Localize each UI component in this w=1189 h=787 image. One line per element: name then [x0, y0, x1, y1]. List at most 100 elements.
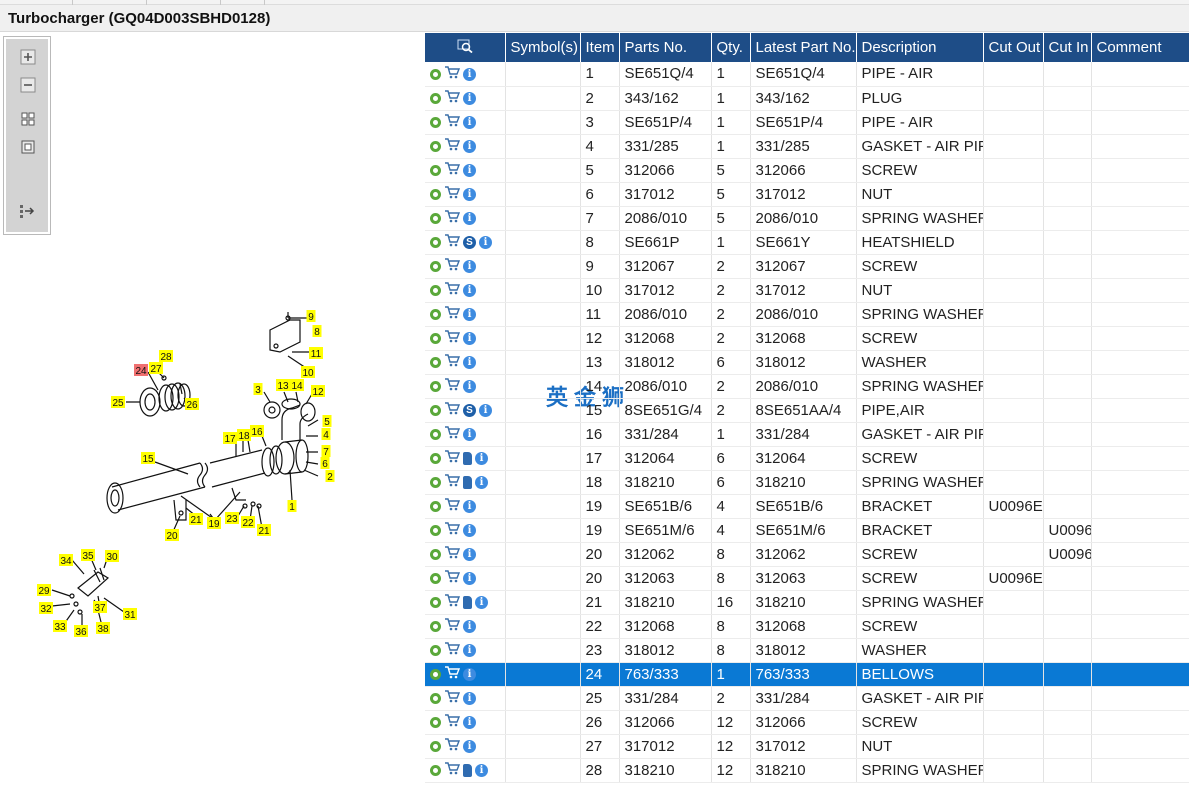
- gear-icon[interactable]: [430, 116, 441, 128]
- document-icon[interactable]: [463, 451, 472, 465]
- callout-text[interactable]: 15: [142, 454, 154, 465]
- zoom-in-button[interactable]: [18, 47, 38, 67]
- callout-label-14[interactable]: [290, 379, 304, 391]
- callout-label-24[interactable]: [134, 364, 148, 376]
- gear-icon[interactable]: [430, 452, 441, 464]
- gear-icon[interactable]: [430, 212, 441, 224]
- table-row[interactable]: i 6 317012 5 317012 NUT: [425, 182, 1189, 207]
- callout-label-25[interactable]: [111, 396, 125, 408]
- cart-icon[interactable]: [444, 282, 461, 299]
- info-icon[interactable]: i: [479, 403, 492, 417]
- document-icon[interactable]: [463, 763, 472, 777]
- cart-icon[interactable]: [444, 114, 461, 131]
- gear-icon[interactable]: [430, 500, 441, 512]
- callout-label-6[interactable]: [320, 457, 330, 469]
- callout-label-15[interactable]: [141, 452, 155, 464]
- gear-icon[interactable]: [430, 164, 441, 176]
- info-icon[interactable]: i: [463, 355, 476, 369]
- callout-text[interactable]: 33: [54, 622, 66, 633]
- cart-icon[interactable]: [444, 330, 461, 347]
- callout-text[interactable]: 13: [277, 381, 289, 392]
- callout-text[interactable]: 16: [251, 427, 263, 438]
- table-row[interactable]: i 19 SE651B/6 4 SE651B/6 BRACKET U0096E: [425, 494, 1189, 519]
- gear-icon[interactable]: [430, 476, 441, 488]
- callout-text[interactable]: 19: [208, 519, 220, 530]
- callout-label-21[interactable]: [189, 513, 203, 525]
- callout-text[interactable]: 28: [160, 352, 172, 363]
- info-icon[interactable]: i: [463, 523, 476, 537]
- callout-text[interactable]: 25: [112, 398, 124, 409]
- callout-label-37[interactable]: [93, 601, 107, 613]
- column-header-qty[interactable]: Qty.: [711, 33, 751, 62]
- gear-icon[interactable]: [430, 596, 441, 608]
- table-row[interactable]: i 26 312066 12 312066 SCREW: [425, 710, 1189, 735]
- callout-text[interactable]: 5: [324, 417, 330, 428]
- gear-icon[interactable]: [430, 356, 441, 368]
- info-icon[interactable]: i: [475, 475, 488, 489]
- callout-text[interactable]: 4: [323, 430, 329, 441]
- callout-label-26[interactable]: [185, 398, 199, 410]
- callout-text[interactable]: 34: [60, 556, 72, 567]
- info-icon[interactable]: i: [463, 619, 476, 633]
- callout-label-17[interactable]: [223, 432, 237, 444]
- table-row[interactable]: i 27 317012 12 317012 NUT: [425, 734, 1189, 759]
- info-icon[interactable]: i: [479, 235, 492, 249]
- cart-icon[interactable]: [444, 138, 461, 155]
- callout-text[interactable]: 26: [186, 400, 198, 411]
- callout-label-7[interactable]: [321, 445, 331, 457]
- cart-icon[interactable]: [444, 594, 461, 611]
- cart-icon[interactable]: [444, 402, 461, 419]
- info-icon[interactable]: i: [463, 259, 476, 273]
- info-icon[interactable]: i: [463, 547, 476, 561]
- gear-icon[interactable]: [430, 404, 441, 416]
- callout-text[interactable]: 17: [224, 434, 236, 445]
- callout-text[interactable]: 24: [135, 366, 147, 377]
- supersession-icon[interactable]: S: [463, 403, 476, 417]
- cart-icon[interactable]: [444, 714, 461, 731]
- info-icon[interactable]: i: [475, 595, 488, 609]
- info-icon[interactable]: i: [463, 139, 476, 153]
- callout-text[interactable]: 30: [106, 552, 118, 563]
- supersession-icon[interactable]: S: [463, 235, 476, 249]
- table-row[interactable]: i 2 343/162 1 343/162 PLUG: [425, 86, 1189, 111]
- table-row[interactable]: i 20 312062 8 312062 SCREW U0096: [425, 542, 1189, 567]
- callout-text[interactable]: 22: [242, 518, 254, 529]
- info-icon[interactable]: i: [463, 331, 476, 345]
- cart-icon[interactable]: [444, 570, 461, 587]
- callout-label-12[interactable]: [311, 385, 325, 397]
- callout-label-22[interactable]: [241, 516, 255, 528]
- info-icon[interactable]: i: [475, 763, 488, 777]
- gear-icon[interactable]: [430, 764, 441, 776]
- column-header-comment[interactable]: Comment: [1091, 33, 1189, 62]
- callout-text[interactable]: 27: [150, 364, 162, 375]
- table-row[interactable]: i 12 312068 2 312068 SCREW: [425, 326, 1189, 351]
- cart-icon[interactable]: [444, 234, 461, 251]
- table-row[interactable]: i 20 312063 8 312063 SCREW U0096E: [425, 566, 1189, 591]
- gear-icon[interactable]: [430, 668, 441, 680]
- callout-text[interactable]: 23: [226, 514, 238, 525]
- callout-label-29[interactable]: [37, 584, 51, 596]
- export-button[interactable]: [18, 201, 38, 221]
- document-icon[interactable]: [463, 595, 472, 609]
- table-row[interactable]: i 9 312067 2 312067 SCREW: [425, 254, 1189, 279]
- gear-icon[interactable]: [430, 428, 441, 440]
- callout-label-19[interactable]: [207, 517, 221, 529]
- callout-text[interactable]: 29: [38, 586, 50, 597]
- callout-label-13[interactable]: [276, 379, 290, 391]
- callout-label-1[interactable]: [287, 500, 297, 512]
- table-row[interactable]: i 1 SE651Q/4 1 SE651Q/4 PIPE - AIR: [425, 62, 1189, 87]
- callout-text[interactable]: 14: [291, 381, 303, 392]
- callout-text[interactable]: 10: [302, 368, 314, 379]
- cart-icon[interactable]: [444, 498, 461, 515]
- callout-text[interactable]: 2: [327, 472, 333, 483]
- callout-label-10[interactable]: [301, 366, 315, 378]
- cart-icon[interactable]: [444, 378, 461, 395]
- table-row[interactable]: i 11 2086/010 2 2086/010 SPRING WASHER: [425, 302, 1189, 327]
- gear-icon[interactable]: [430, 284, 441, 296]
- info-icon[interactable]: i: [463, 211, 476, 225]
- table-row[interactable]: i 18 318210 6 318210 SPRING WASHER: [425, 470, 1189, 495]
- cart-icon[interactable]: [444, 522, 461, 539]
- callout-text[interactable]: 7: [323, 447, 329, 458]
- info-icon[interactable]: i: [463, 667, 476, 681]
